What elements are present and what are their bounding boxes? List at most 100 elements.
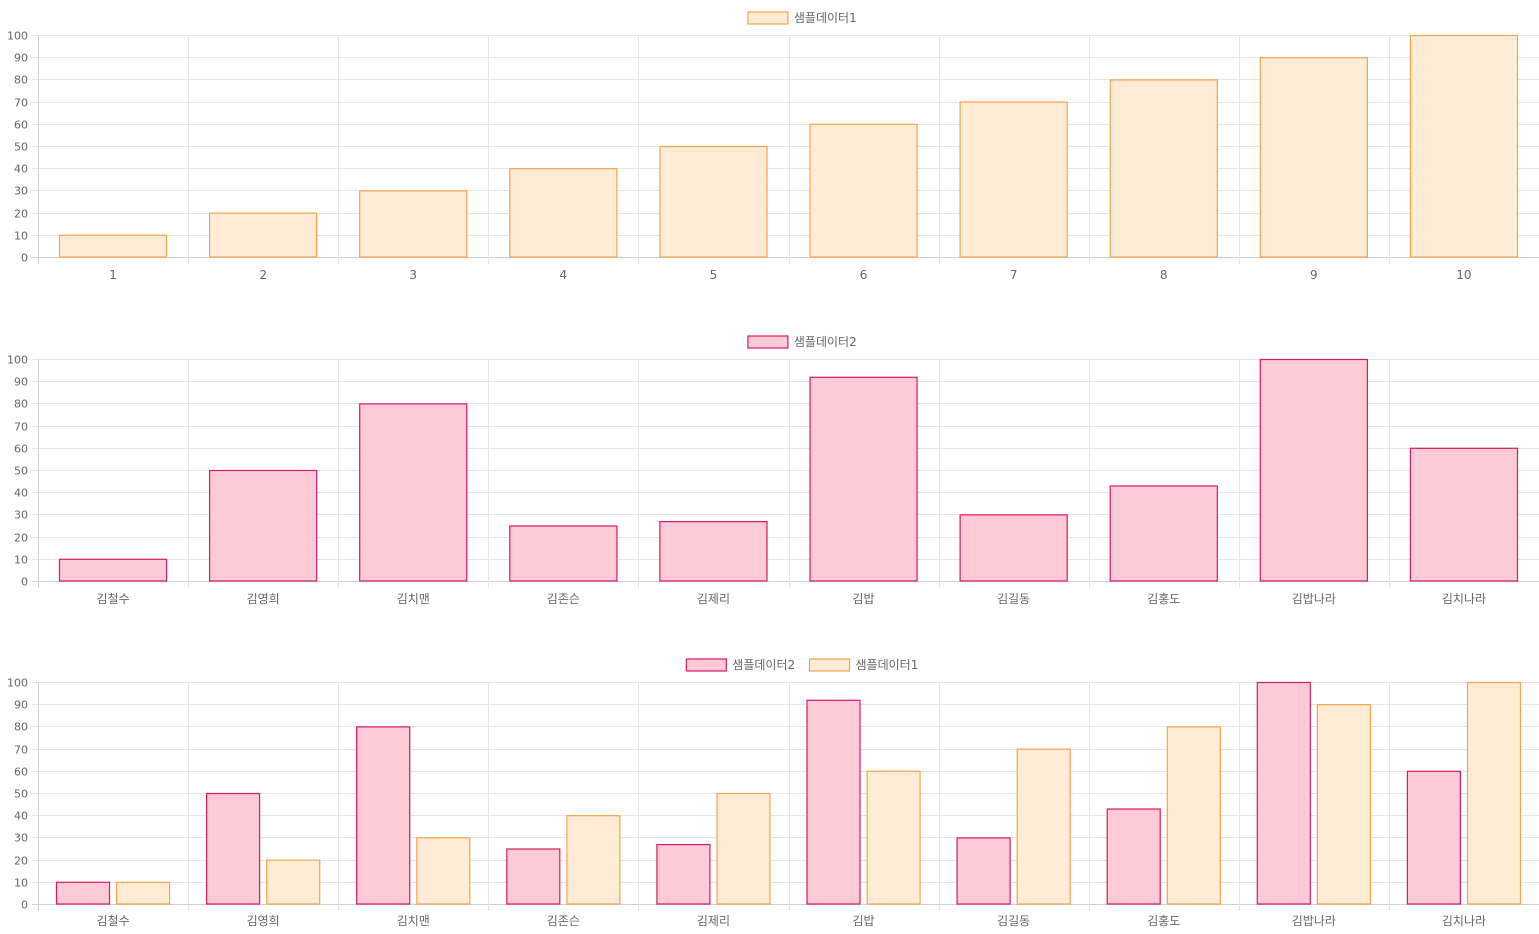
- y-tick-label: 80: [14, 721, 28, 734]
- y-tick-label: 30: [14, 832, 28, 845]
- y-tick-label: 0: [21, 576, 28, 589]
- bar: [1259, 358, 1369, 582]
- y-tick-label: 50: [14, 788, 28, 801]
- x-tick-label: 김치맨: [397, 592, 430, 606]
- legend-swatch: [685, 658, 727, 672]
- y-tick-label: 0: [21, 899, 28, 912]
- x-tick-label: 4: [560, 268, 568, 282]
- bar: [566, 815, 621, 905]
- x-tick-label: 김밥나라: [1292, 592, 1336, 606]
- bar: [209, 212, 318, 258]
- y-tick-label: 70: [14, 421, 28, 434]
- bar: [659, 520, 768, 582]
- x-tick-label: 김밥: [853, 914, 875, 928]
- x-tick-label: 김치맨: [397, 914, 430, 928]
- y-tick-label: 70: [14, 97, 28, 110]
- y-tick-label: 80: [14, 398, 28, 411]
- y-tick-label: 30: [14, 185, 28, 198]
- legend-swatch: [808, 658, 851, 672]
- bar: [1259, 57, 1369, 258]
- x-tick-label: 1: [109, 268, 117, 282]
- y-tick-label: 10: [14, 230, 28, 243]
- y-tick-label: 90: [14, 376, 28, 389]
- y-tick-label: 10: [14, 877, 28, 890]
- y-tick-label: 0: [21, 252, 28, 265]
- bar: [58, 234, 168, 258]
- y-tick-label: 20: [14, 208, 28, 221]
- bar: [1466, 681, 1522, 905]
- y-tick-label: 60: [14, 766, 28, 779]
- y-tick-label: 100: [7, 677, 28, 690]
- x-tick-label: 김존슨: [547, 914, 580, 928]
- x-tick-label: 김치나라: [1442, 914, 1486, 928]
- chart-3: 0 10 20 30 40 50 60 70 80 90 100 김철수 김영희 김치맨 김존슨 김제리 김밥 김…: [7, 658, 1539, 928]
- y-tick-label: 20: [14, 532, 28, 545]
- x-tick-label: 8: [1160, 268, 1168, 282]
- bar: [659, 145, 768, 258]
- y-tick-label: 50: [14, 141, 28, 154]
- bar: [809, 376, 918, 582]
- x-tick-label: 김제리: [697, 914, 730, 928]
- y-tick-label: 100: [7, 30, 28, 43]
- y-tick-label: 40: [14, 487, 28, 500]
- x-tick-label: 10: [1456, 268, 1471, 282]
- x-tick-label: 김밥나라: [1292, 914, 1336, 928]
- bar: [206, 792, 261, 905]
- bar: [806, 699, 861, 905]
- y-tick-label: 80: [14, 74, 28, 87]
- bar: [509, 525, 618, 582]
- y-tick-label: 100: [7, 354, 28, 367]
- x-tick-label: 김홍도: [1147, 592, 1180, 606]
- bar: [359, 190, 468, 258]
- legend-swatch: [747, 11, 789, 25]
- bar: [716, 792, 771, 905]
- x-tick-label: 김영희: [247, 914, 280, 928]
- y-tick-label: 60: [14, 119, 28, 132]
- bar: [416, 837, 471, 905]
- bar: [1016, 748, 1071, 905]
- bar: [866, 770, 921, 905]
- chart-2: 0 10 20 30 40 50 60 70 80 90 100 김철수 김영희 김치맨 김존슨 김제리 김밥 김…: [7, 335, 1539, 606]
- bar: [359, 403, 468, 582]
- bar: [509, 168, 618, 258]
- bar: [1256, 681, 1311, 905]
- x-tick-label: 김길동: [997, 914, 1030, 928]
- bar: [1109, 485, 1218, 582]
- x-tick-label: 9: [1310, 268, 1318, 282]
- y-tick-label: 90: [14, 52, 28, 65]
- x-tick-label: 6: [860, 268, 868, 282]
- bar: [115, 881, 171, 905]
- legend-label: 샘플데이터2: [732, 658, 795, 672]
- bar: [1109, 79, 1218, 258]
- bar: [956, 837, 1011, 905]
- x-tick-label: 2: [259, 268, 267, 282]
- bar: [1106, 808, 1161, 905]
- x-tick-label: 김철수: [96, 914, 129, 928]
- y-tick-label: 30: [14, 509, 28, 522]
- bar: [959, 514, 1068, 582]
- bar: [809, 123, 918, 258]
- bar: [1406, 770, 1462, 905]
- x-tick-label: 5: [710, 268, 718, 282]
- y-tick-label: 10: [14, 554, 28, 567]
- legend-swatch: [747, 335, 789, 349]
- y-tick-label: 70: [14, 744, 28, 757]
- bar: [55, 881, 111, 905]
- y-tick-label: 40: [14, 810, 28, 823]
- x-tick-label: 김철수: [96, 592, 129, 606]
- legend-label: 샘플데이터2: [794, 335, 857, 349]
- x-tick-label: 7: [1010, 268, 1018, 282]
- y-tick-label: 60: [14, 443, 28, 456]
- x-tick-label: 김제리: [697, 592, 730, 606]
- bar: [266, 859, 321, 905]
- bar: [58, 558, 168, 582]
- legend-label: 샘플데이터1: [856, 658, 919, 672]
- bar: [1166, 726, 1221, 905]
- y-tick-label: 20: [14, 855, 28, 868]
- bar: [1409, 34, 1519, 258]
- legend-label: 샘플데이터1: [794, 11, 857, 25]
- x-tick-label: 김존슨: [547, 592, 580, 606]
- x-tick-label: 김치나라: [1442, 592, 1486, 606]
- x-tick-label: 김영희: [247, 592, 280, 606]
